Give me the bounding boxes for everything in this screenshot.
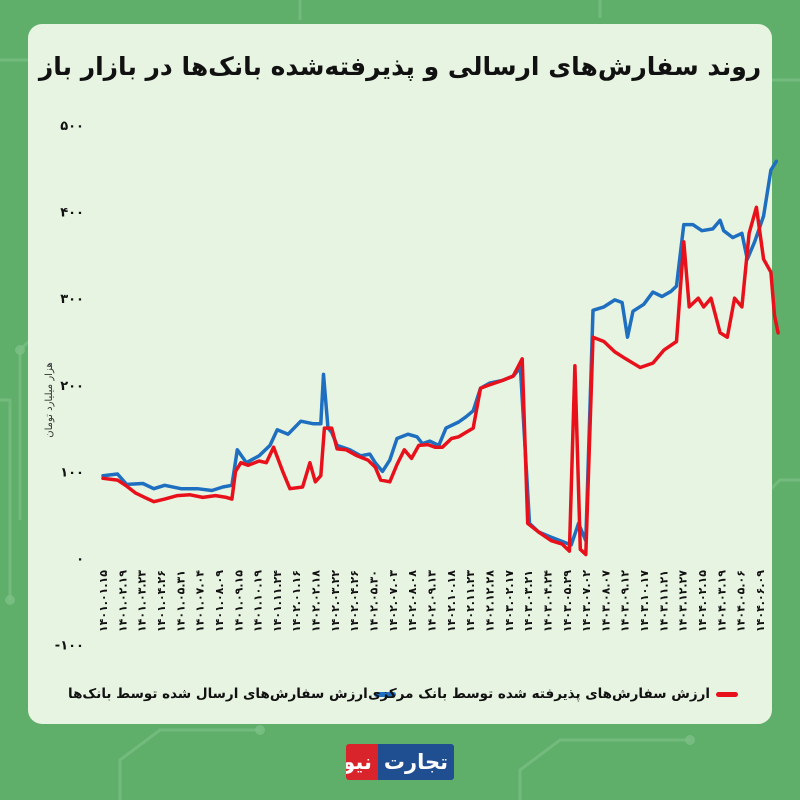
x-tick-label: ۱۴۰۱.۰۷.۰۴ <box>194 570 207 632</box>
brand-logo: تجارت نیوز <box>346 744 454 780</box>
x-tick-label: ۱۴۰۱.۰۴.۲۶ <box>155 570 168 632</box>
x-tick-label: ۱۴۰۳.۰۷.۰۲ <box>580 570 593 632</box>
y-tick-label: ۳۰۰ <box>60 292 84 307</box>
x-tick-label: ۱۴۰۲.۰۵.۳۰ <box>368 570 381 632</box>
x-tick-label: ۱۴۰۲.۰۸.۰۸ <box>406 570 419 632</box>
x-tick-label: ۱۴۰۱.۰۵.۳۱ <box>174 570 187 632</box>
legend-swatch-red <box>716 691 738 697</box>
x-tick-label: ۱۴۰۳.۰۵.۲۹ <box>561 570 574 632</box>
y-axis-label: هزار میلیارد تومان <box>44 362 56 438</box>
legend-item-accepted: ارزش سفارش‌های پذیرفته شده توسط بانک مرک… <box>368 686 738 702</box>
x-tick-label: ۱۴۰۱.۰۸.۰۹ <box>213 570 226 632</box>
x-tick-label: ۱۴۰۲.۰۷.۰۳ <box>387 570 400 632</box>
x-tick-label: ۱۴۰۳.۱۱.۲۱ <box>657 570 670 632</box>
chart-card <box>28 24 772 724</box>
x-tick-label: ۱۴۰۲.۰۱.۱۶ <box>290 570 303 632</box>
x-tick-label: ۱۴۰۴.۰۲.۱۵ <box>696 570 709 632</box>
x-tick-label: ۱۴۰۳.۰۳.۲۱ <box>522 570 535 632</box>
x-tick-label: ۱۴۰۱.۰۲.۱۹ <box>116 570 129 632</box>
brand-part-b: نیوز <box>346 744 378 780</box>
legend-item-sent: ارزش سفارش‌های ارسال شده توسط بانک‌ها <box>68 686 396 702</box>
x-tick-label: ۱۴۰۳.۱۲.۲۷ <box>677 570 690 632</box>
y-tick-label: ۰ <box>76 552 84 567</box>
x-tick-label: ۱۴۰۳.۱۰.۱۷ <box>638 570 651 632</box>
series-line-sent <box>101 159 779 547</box>
x-tick-label: ۱۴۰۱.۱۱.۲۴ <box>271 570 284 632</box>
x-tick-label: ۱۴۰۳.۰۲.۱۷ <box>503 570 516 632</box>
legend-swatch-blue <box>373 691 396 697</box>
x-tick-label: ۱۴۰۱.۰۹.۱۵ <box>232 570 245 632</box>
x-tick-label: ۱۴۰۲.۱۰.۱۸ <box>445 570 458 632</box>
chart-title: روند سفارش‌های ارسالی و پذیرفته‌شده بانک… <box>38 52 762 81</box>
x-tick-label: ۱۴۰۲.۰۴.۲۶ <box>348 570 361 632</box>
x-tick-label: ۱۴۰۴.۰۵.۰۶ <box>735 570 748 632</box>
x-tick-label: ۱۴۰۲.۱۲.۲۸ <box>483 570 496 632</box>
y-tick-label: ۵۰۰ <box>60 119 84 134</box>
x-tick-label: ۱۴۰۱.۱۰.۱۹ <box>252 570 265 632</box>
y-tick-label: ۱۰۰ <box>60 465 84 480</box>
legend-label-accepted: ارزش سفارش‌های پذیرفته شده توسط بانک مرک… <box>368 686 710 702</box>
x-tick-label: ۱۴۰۳.۰۹.۱۲ <box>619 570 632 632</box>
x-tick-label: ۱۴۰۱.۰۱.۱۵ <box>97 570 110 632</box>
x-tick-label: ۱۴۰۲.۰۲.۱۸ <box>310 570 323 632</box>
x-tick-label: ۱۴۰۲.۱۱.۲۳ <box>464 570 477 632</box>
y-tick-label: ۴۰۰ <box>60 206 84 221</box>
legend-label-sent: ارزش سفارش‌های ارسال شده توسط بانک‌ها <box>68 686 368 702</box>
x-tick-label: ۱۴۰۲.۰۹.۱۳ <box>426 570 439 632</box>
x-tick-label: ۱۴۰۲.۰۳.۲۲ <box>329 570 342 632</box>
x-tick-label: ۱۴۰۱.۰۳.۲۳ <box>136 570 149 632</box>
y-tick-label: -۱۰۰ <box>55 639 84 654</box>
x-tick-label: ۱۴۰۴.۰۳.۱۹ <box>715 570 728 632</box>
brand-part-a: تجارت <box>377 744 454 780</box>
x-tick-label: ۱۴۰۳.۰۴.۲۴ <box>541 570 554 632</box>
series-line-accepted <box>101 205 780 557</box>
x-tick-label: ۱۴۰۳.۰۸.۰۷ <box>599 570 612 632</box>
x-tick-label: ۱۴۰۴.۰۶.۰۹ <box>754 570 767 632</box>
y-tick-label: ۲۰۰ <box>60 379 84 394</box>
